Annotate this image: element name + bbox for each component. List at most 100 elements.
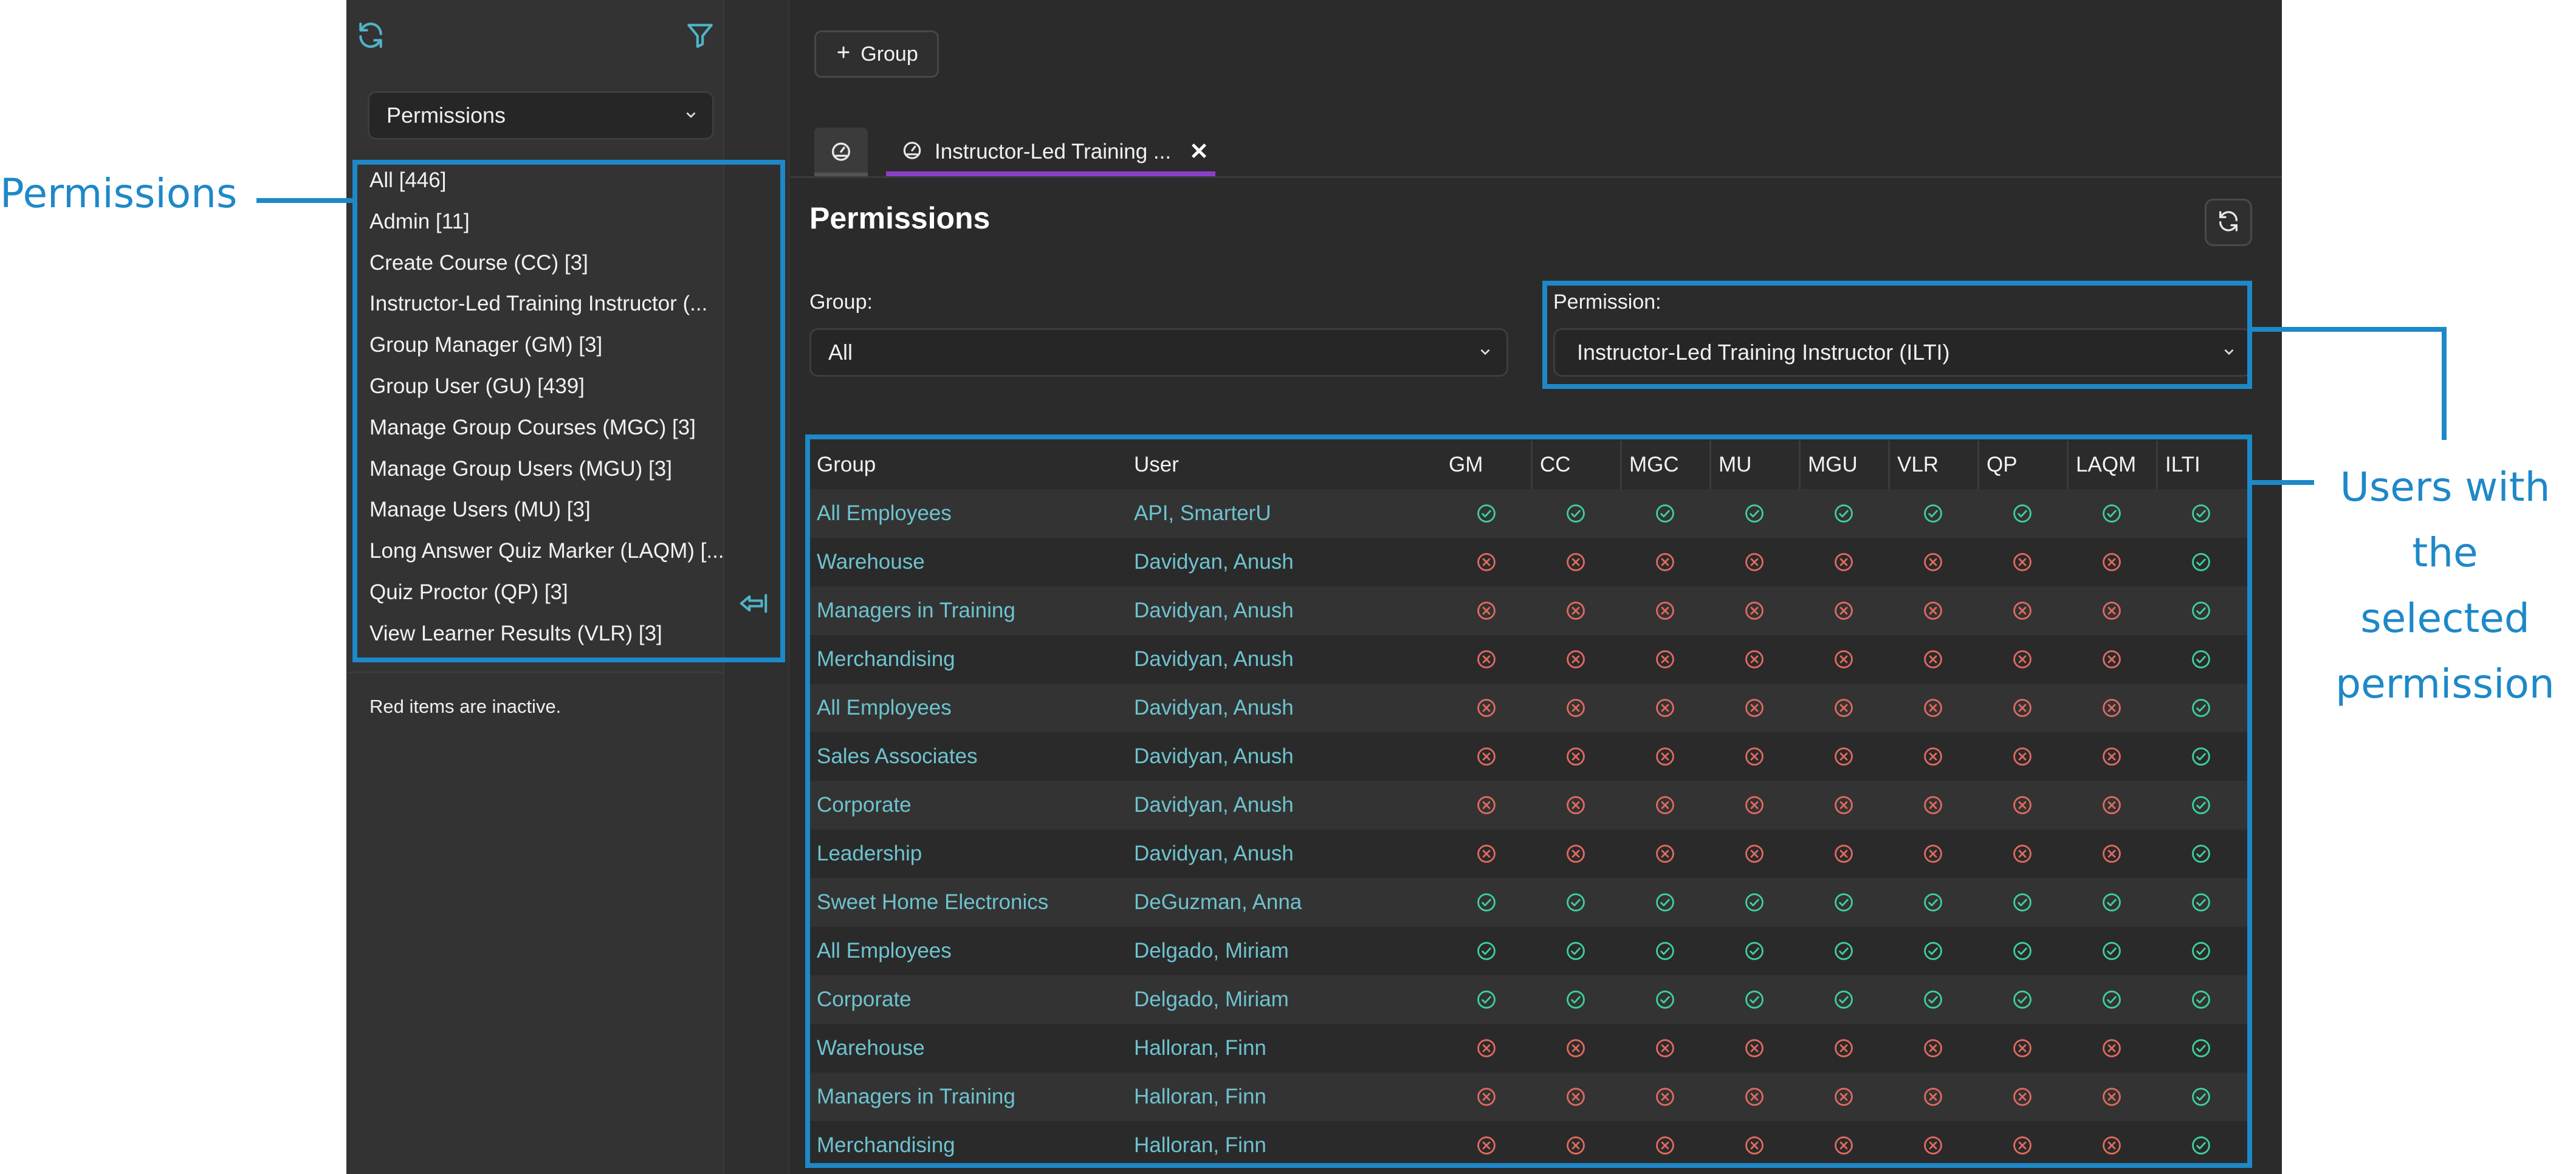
- column-header-cc[interactable]: CC: [1531, 441, 1620, 489]
- tab-instructor-led-training[interactable]: Instructor-Led Training ...: [886, 128, 1215, 176]
- table-row: Corporate Delgado, Miriam: [808, 975, 2248, 1024]
- user-link[interactable]: Davidyan, Anush: [1134, 550, 1294, 574]
- group-link[interactable]: Sweet Home Electronics: [817, 890, 1049, 914]
- column-header-vlr[interactable]: VLR: [1888, 441, 1977, 489]
- check-circle-icon: [1441, 892, 1531, 913]
- permission-list-item[interactable]: Long Answer Quiz Marker (LAQM) [...: [369, 539, 724, 563]
- permission-list-item[interactable]: Create Course (CC) [3]: [369, 250, 588, 275]
- x-circle-icon: [1799, 600, 1888, 621]
- user-link[interactable]: Davidyan, Anush: [1134, 842, 1294, 865]
- table-row: All Employees API, SmarterU: [808, 489, 2248, 538]
- user-link[interactable]: Davidyan, Anush: [1134, 647, 1294, 671]
- group-link[interactable]: Merchandising: [817, 647, 955, 671]
- permission-list-item[interactable]: Manage Group Courses (MGC) [3]: [369, 415, 696, 439]
- annotation-box-results-table: [805, 434, 2252, 1168]
- user-link[interactable]: Halloran, Finn: [1134, 1133, 1266, 1157]
- x-circle-icon: [1620, 698, 1709, 718]
- column-header-ilti[interactable]: ILTI: [2156, 441, 2245, 489]
- group-link[interactable]: Leadership: [817, 842, 922, 865]
- refresh-icon[interactable]: [352, 17, 389, 53]
- check-circle-icon: [1531, 941, 1620, 961]
- add-group-button[interactable]: Group: [814, 30, 939, 78]
- group-link[interactable]: Sales Associates: [817, 744, 978, 768]
- table-row: Sweet Home Electronics DeGuzman, Anna: [808, 878, 2248, 927]
- x-circle-icon: [1709, 795, 1799, 815]
- column-header-user[interactable]: User: [1134, 453, 1179, 476]
- check-circle-icon: [1888, 941, 1977, 961]
- column-header-laqm[interactable]: LAQM: [2067, 441, 2156, 489]
- group-link[interactable]: All Employees: [817, 501, 952, 525]
- column-header-mgc[interactable]: MGC: [1620, 441, 1709, 489]
- annotation-connector-table: [2252, 480, 2314, 485]
- column-header-gm[interactable]: GM: [1449, 453, 1483, 476]
- x-circle-icon: [1888, 1038, 1977, 1059]
- user-link[interactable]: Davidyan, Anush: [1134, 793, 1294, 817]
- check-circle-icon: [1709, 989, 1799, 1010]
- column-header-mu[interactable]: MU: [1709, 441, 1799, 489]
- permission-list-item[interactable]: Group Manager (GM) [3]: [369, 333, 603, 357]
- x-circle-icon: [1441, 698, 1531, 718]
- x-circle-icon: [1888, 1135, 1977, 1156]
- table-row: All Employees Davidyan, Anush: [808, 684, 2248, 732]
- user-link[interactable]: Davidyan, Anush: [1134, 599, 1294, 622]
- annotation-line: Users with the: [2340, 464, 2550, 576]
- group-link[interactable]: Managers in Training: [817, 599, 1015, 622]
- column-header-group[interactable]: Group: [817, 453, 876, 476]
- x-circle-icon: [1799, 1135, 1888, 1156]
- group-select[interactable]: All: [809, 328, 1508, 377]
- permission-list-item[interactable]: View Learner Results (VLR) [3]: [369, 621, 662, 645]
- user-link[interactable]: Davidyan, Anush: [1134, 696, 1294, 719]
- group-link[interactable]: All Employees: [817, 939, 952, 963]
- column-header-qp[interactable]: QP: [1977, 441, 2067, 489]
- x-circle-icon: [1531, 600, 1620, 621]
- check-circle-icon: [1977, 892, 2067, 913]
- group-link[interactable]: Warehouse: [817, 1036, 925, 1060]
- check-circle-icon: [1441, 503, 1531, 524]
- permission-list-item[interactable]: Manage Users (MU) [3]: [369, 498, 591, 522]
- permission-list-item[interactable]: Group User (GU) [439]: [369, 374, 585, 398]
- annotation-label-users: Users with the selected permission: [2314, 455, 2576, 717]
- user-link[interactable]: Halloran, Finn: [1134, 1036, 1266, 1060]
- permission-select[interactable]: Instructor-Led Training Instructor (ILTI…: [1553, 328, 2252, 377]
- user-link[interactable]: Davidyan, Anush: [1134, 744, 1294, 768]
- table-row: Managers in Training Davidyan, Anush: [808, 586, 2248, 635]
- x-circle-icon: [1620, 795, 1709, 815]
- tab-dashboard[interactable]: [814, 128, 868, 176]
- user-link[interactable]: Delgado, Miriam: [1134, 987, 1289, 1011]
- group-link[interactable]: Corporate: [817, 793, 912, 817]
- filter-icon[interactable]: [682, 17, 718, 53]
- group-link[interactable]: Merchandising: [817, 1133, 955, 1157]
- group-link[interactable]: Corporate: [817, 987, 912, 1011]
- check-circle-icon: [2156, 503, 2245, 524]
- check-circle-icon: [2156, 795, 2245, 815]
- group-link[interactable]: All Employees: [817, 696, 952, 719]
- collapse-left-icon[interactable]: [735, 585, 772, 622]
- permission-list-item[interactable]: Manage Group Users (MGU) [3]: [369, 456, 672, 481]
- check-circle-icon: [1620, 892, 1709, 913]
- user-link[interactable]: Delgado, Miriam: [1134, 939, 1289, 963]
- permission-list-item[interactable]: Instructor-Led Training Instructor (...: [369, 292, 708, 316]
- x-circle-icon: [1709, 1135, 1799, 1156]
- x-circle-icon: [1620, 843, 1709, 864]
- check-circle-icon: [1799, 503, 1888, 524]
- close-icon[interactable]: ✕: [1189, 139, 1209, 165]
- refresh-button[interactable]: [2205, 199, 2252, 246]
- table-row: Sales Associates Davidyan, Anush: [808, 732, 2248, 781]
- user-link[interactable]: DeGuzman, Anna: [1134, 890, 1302, 914]
- x-circle-icon: [1888, 795, 1977, 815]
- permission-list-item[interactable]: Admin [11]: [369, 209, 470, 233]
- permission-field-label: Permission:: [1553, 290, 1661, 314]
- permission-list-item[interactable]: Quiz Proctor (QP) [3]: [369, 580, 568, 604]
- check-circle-icon: [1531, 892, 1620, 913]
- check-circle-icon: [2067, 892, 2156, 913]
- group-link[interactable]: Managers in Training: [817, 1085, 1015, 1108]
- permission-list-item[interactable]: All [446]: [369, 168, 447, 192]
- user-link[interactable]: API, SmarterU: [1134, 501, 1271, 525]
- user-link[interactable]: Halloran, Finn: [1134, 1085, 1266, 1108]
- sidebar-view-select[interactable]: Permissions: [368, 91, 714, 140]
- table-row: Merchandising Davidyan, Anush: [808, 635, 2248, 684]
- x-circle-icon: [2067, 698, 2156, 718]
- group-link[interactable]: Warehouse: [817, 550, 925, 574]
- column-header-mgu[interactable]: MGU: [1799, 441, 1888, 489]
- x-circle-icon: [1977, 746, 2067, 767]
